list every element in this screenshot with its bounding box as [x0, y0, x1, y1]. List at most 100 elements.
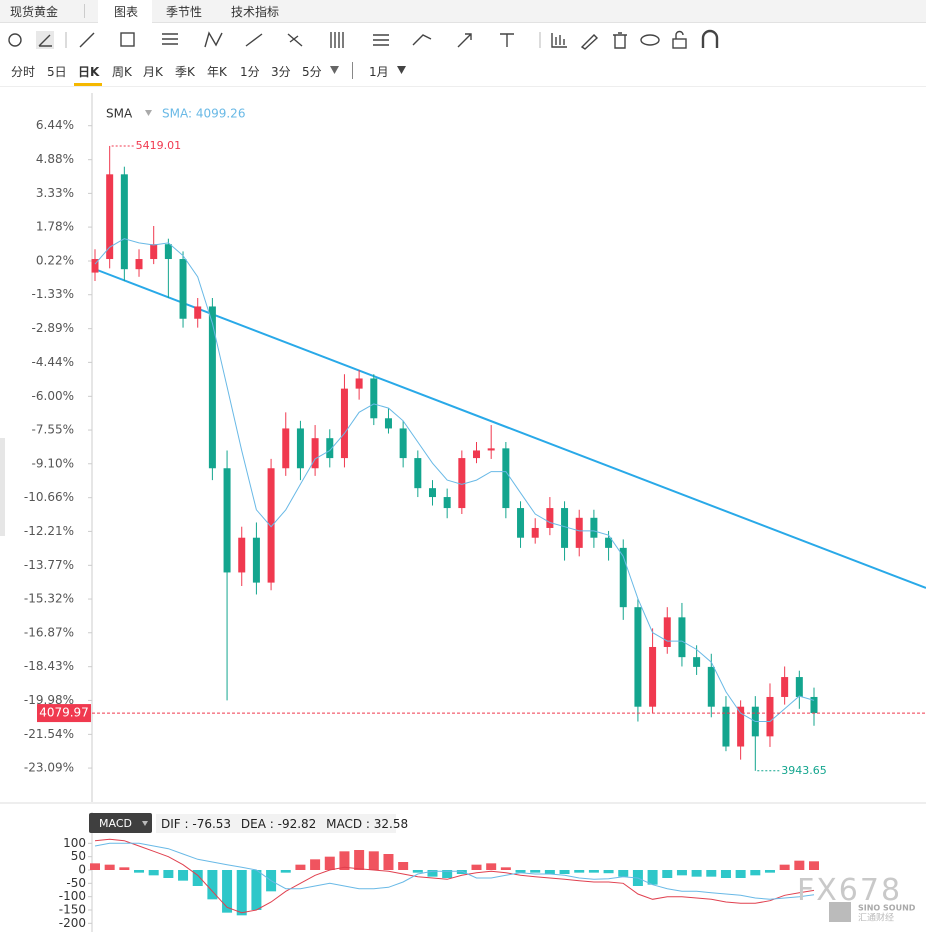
candle-body [531, 527, 539, 538]
candle-body [252, 537, 260, 583]
macd-bar [809, 861, 819, 870]
candle-body [487, 448, 495, 451]
y-tick-label: -6.00% [32, 389, 74, 403]
y-tick-label: -15.32% [24, 592, 74, 606]
candle-body [179, 259, 187, 319]
macd-bar [720, 870, 731, 878]
candle-body [326, 438, 334, 459]
tool-icon[interactable] [38, 34, 52, 47]
tool-icon[interactable] [373, 34, 389, 46]
watermark-brand: SINO SOUND [858, 904, 916, 913]
tool-icon[interactable] [412, 34, 432, 46]
candle-body [223, 468, 231, 573]
candle-body [355, 378, 363, 389]
macd-bar [456, 870, 467, 874]
candle-body [135, 259, 143, 270]
period[interactable]: 周K [112, 65, 132, 79]
indicator-name[interactable]: SMA [106, 107, 133, 121]
tool-icon[interactable] [245, 33, 263, 47]
candle-body [311, 438, 319, 469]
macd-bar [486, 863, 497, 870]
candle-body [575, 517, 583, 548]
macd-bar [735, 870, 746, 878]
period-active[interactable]: 日K [78, 65, 100, 79]
macd-bar [427, 870, 438, 877]
tool-icon[interactable] [287, 33, 303, 47]
y-tick-label: -2.89% [32, 321, 74, 335]
tool-icon[interactable] [613, 32, 627, 49]
y-tick-label: 0.22% [36, 254, 74, 268]
macd-bar [676, 870, 687, 876]
y-tick-label: -10.66% [24, 490, 74, 504]
candle-body [150, 244, 158, 260]
macd-bar [368, 851, 379, 870]
period[interactable]: 5分 [302, 65, 322, 79]
watermark-logo [829, 902, 851, 922]
tool-icon[interactable] [8, 33, 22, 47]
tool-icon[interactable] [701, 29, 719, 48]
period[interactable]: 5日 [47, 65, 67, 79]
candle-body [340, 388, 348, 459]
macd-bar [163, 870, 174, 878]
max-label: 5419.01 [136, 139, 182, 152]
macd-bar [471, 864, 482, 870]
tool-icon[interactable] [79, 32, 95, 48]
tool-icon[interactable] [640, 34, 660, 46]
macd-bar [222, 870, 233, 913]
tool-icon [675, 30, 684, 39]
macd-bar [544, 870, 555, 874]
dif-line [94, 838, 815, 914]
candle-body [91, 259, 99, 273]
tool-icon[interactable] [672, 38, 687, 49]
period[interactable]: 季K [175, 65, 195, 79]
tool-icon[interactable] [162, 33, 178, 45]
macd-bar [588, 870, 599, 873]
min-label: 3943.65 [781, 764, 827, 777]
y-tick-label: -7.55% [32, 423, 74, 437]
tool-icon[interactable] [330, 32, 344, 48]
candle-body [737, 706, 745, 747]
y-tick-label: -23.09% [24, 761, 74, 775]
dea-label: DEA : [241, 817, 274, 831]
period[interactable]: 分时 [11, 65, 36, 79]
macd-bar [706, 870, 717, 877]
candle-body [458, 458, 466, 509]
toolbar [8, 29, 719, 50]
dropdown-arrow[interactable] [145, 110, 152, 116]
macd-bar [90, 863, 100, 870]
tool-icon[interactable] [580, 34, 599, 50]
tool-icon[interactable] [500, 33, 514, 47]
separator [84, 4, 85, 18]
dif-value: -76.53 [192, 817, 231, 831]
macd-bar [134, 870, 145, 873]
candle-body [208, 306, 216, 469]
tool-icon[interactable] [120, 32, 135, 47]
period[interactable]: 3分 [271, 65, 291, 79]
period-bar: 分时 5日 日K 周K 月K 季K 年K 1分 3分 5分 1月 [0, 56, 926, 87]
period-range[interactable]: 1月 [369, 65, 389, 79]
period[interactable]: 年K [207, 65, 227, 79]
tool-icon[interactable] [204, 31, 223, 48]
macd-bar [794, 860, 805, 870]
macd-bar [750, 870, 761, 876]
dropdown-arrow[interactable] [397, 66, 407, 75]
tool-icon[interactable] [551, 33, 567, 48]
symbol[interactable]: 现货黄金 [10, 5, 59, 19]
tab[interactable]: 技术指标 [231, 5, 280, 19]
macd-bar [280, 870, 291, 873]
dropdown-arrow[interactable] [330, 66, 340, 75]
indicator-select[interactable] [89, 813, 152, 833]
dea-value: -92.82 [278, 817, 317, 831]
macd-bar [500, 867, 511, 870]
dea-line [94, 842, 815, 900]
side-handle[interactable] [0, 438, 5, 536]
period[interactable]: 1分 [240, 65, 260, 79]
tab[interactable]: 图表 [114, 5, 139, 19]
macd-bar [324, 856, 335, 870]
tool-icon[interactable] [457, 33, 472, 48]
tab[interactable]: 季节性 [166, 5, 203, 19]
candle-body [561, 508, 569, 548]
candle-body [590, 517, 598, 538]
period[interactable]: 月K [143, 65, 163, 79]
y-tick-label: 50 [71, 849, 86, 863]
